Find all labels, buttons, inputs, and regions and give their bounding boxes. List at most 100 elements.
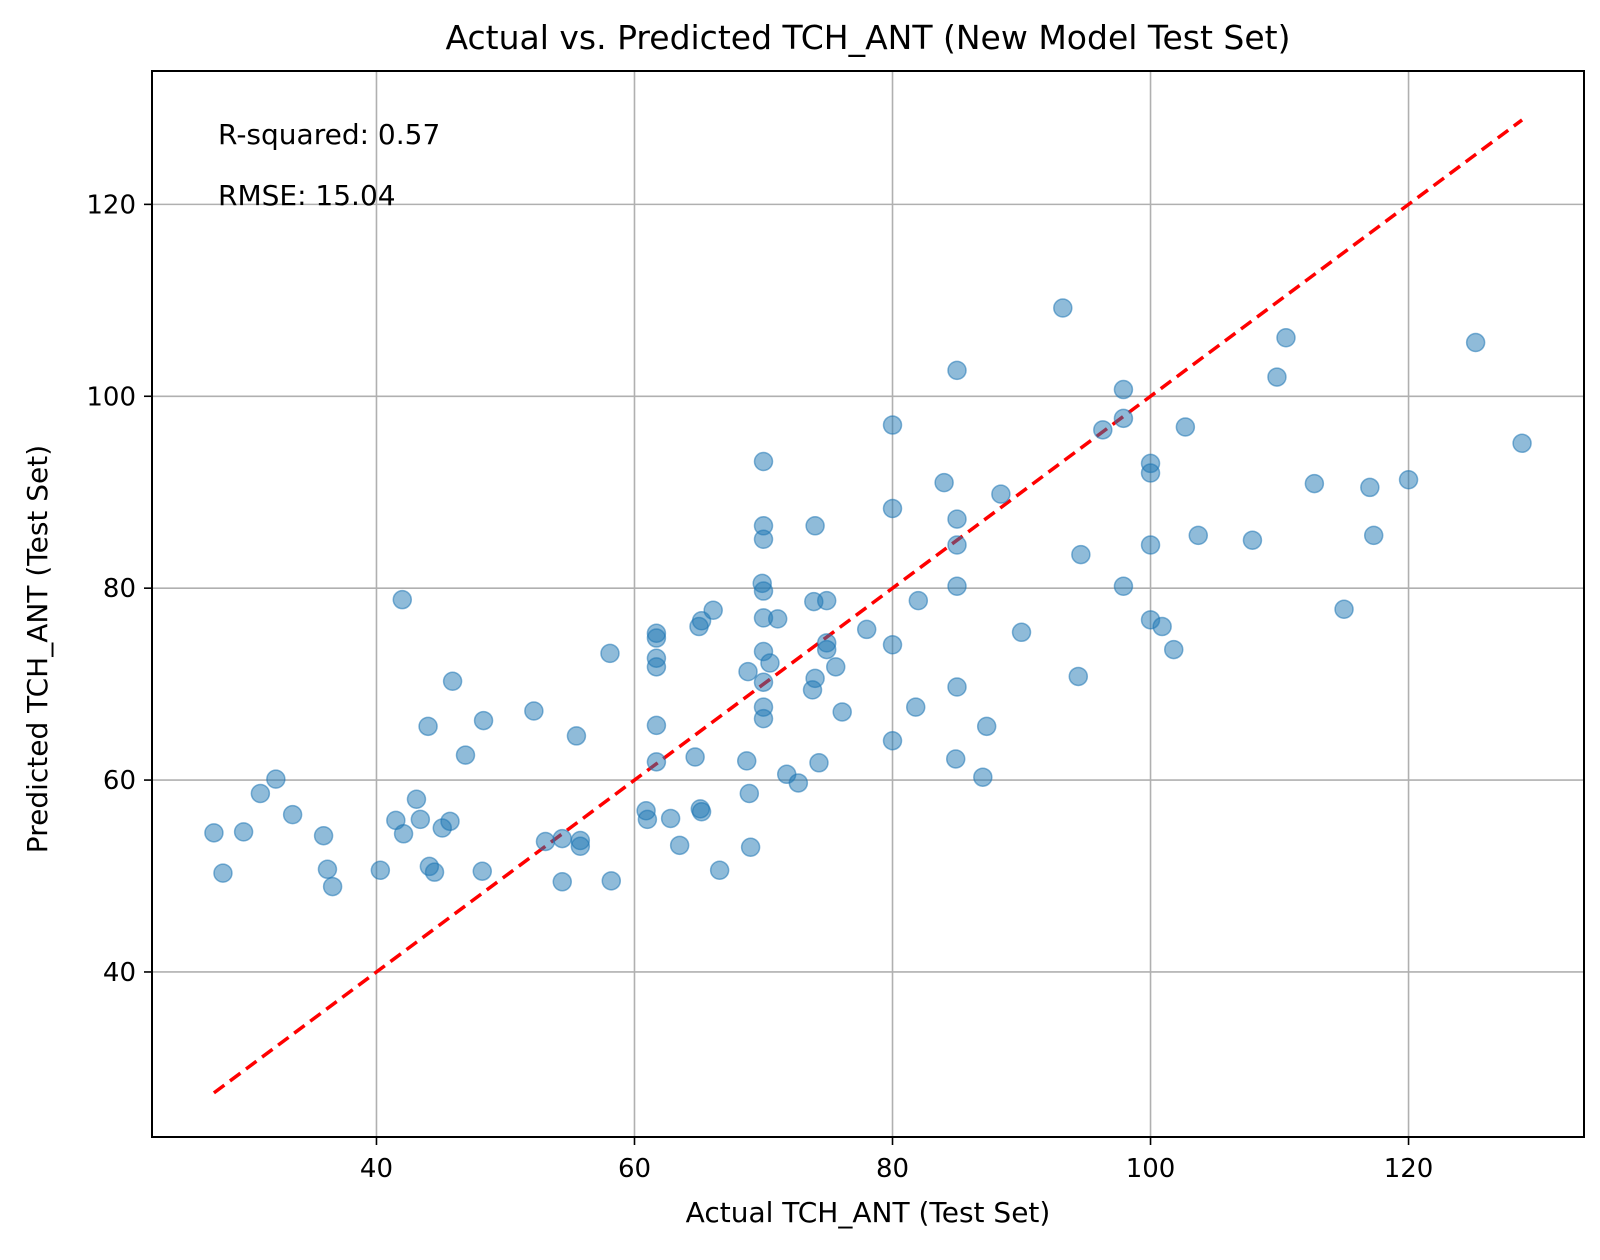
data-point bbox=[945, 749, 966, 769]
data-point bbox=[691, 801, 712, 822]
y-tick-label: 40 bbox=[103, 958, 136, 988]
data-point bbox=[738, 661, 758, 682]
data-point bbox=[1267, 367, 1287, 387]
chart-title: Actual vs. Predicted TCH_ANT (New Model … bbox=[446, 18, 1291, 57]
data-point bbox=[991, 484, 1011, 504]
data-point bbox=[204, 823, 224, 843]
data-point bbox=[472, 861, 493, 881]
data-point bbox=[1140, 535, 1161, 555]
data-point bbox=[282, 804, 303, 825]
x-tick-label: 60 bbox=[618, 1154, 651, 1184]
data-point bbox=[882, 730, 903, 751]
data-point bbox=[535, 831, 556, 852]
data-point bbox=[660, 808, 681, 829]
data-point bbox=[753, 708, 774, 729]
data-point bbox=[685, 747, 705, 767]
data-point bbox=[646, 657, 667, 677]
data-point bbox=[1053, 298, 1073, 318]
data-point bbox=[250, 783, 271, 804]
plot-area-frame bbox=[151, 70, 1585, 1138]
x-tick-label: 120 bbox=[1384, 1154, 1434, 1184]
reference-line-group bbox=[212, 118, 1524, 1095]
y-tick-label: 80 bbox=[103, 574, 136, 604]
data-point bbox=[473, 710, 494, 731]
data-point bbox=[1113, 408, 1134, 429]
data-point bbox=[1164, 639, 1184, 660]
data-point bbox=[1360, 477, 1380, 498]
data-point bbox=[816, 639, 837, 660]
data-point bbox=[882, 415, 903, 435]
data-point bbox=[856, 619, 877, 640]
data-point bbox=[552, 872, 572, 892]
y-tick-label: 60 bbox=[103, 766, 136, 796]
data-point bbox=[322, 876, 343, 897]
x-tick-label: 40 bbox=[360, 1154, 393, 1184]
data-point bbox=[947, 535, 967, 555]
data-point bbox=[709, 860, 730, 881]
data-point bbox=[908, 590, 929, 611]
data-points bbox=[204, 298, 1532, 897]
data-point bbox=[753, 451, 774, 472]
data-point bbox=[552, 828, 572, 849]
data-point bbox=[753, 672, 774, 692]
data-point bbox=[947, 509, 967, 529]
data-point bbox=[1175, 417, 1196, 437]
data-point bbox=[760, 653, 780, 673]
y-axis-label: Predicted TCH_ANT (Test Set) bbox=[21, 445, 54, 853]
data-point bbox=[1140, 463, 1161, 483]
data-point bbox=[1113, 576, 1134, 596]
data-point bbox=[233, 822, 254, 842]
data-point bbox=[410, 809, 431, 830]
data-point bbox=[524, 701, 544, 721]
data-point bbox=[882, 635, 903, 655]
data-point bbox=[1152, 616, 1172, 637]
data-point bbox=[370, 860, 391, 881]
data-point bbox=[973, 767, 993, 787]
data-point bbox=[669, 835, 690, 856]
data-point bbox=[740, 837, 761, 857]
data-point bbox=[393, 824, 414, 844]
data-point bbox=[1113, 379, 1134, 400]
data-point bbox=[805, 668, 825, 689]
data-point bbox=[1068, 666, 1089, 687]
data-point bbox=[646, 628, 667, 648]
data-point bbox=[736, 751, 757, 771]
data-point bbox=[637, 809, 658, 830]
data-point bbox=[1276, 327, 1296, 348]
data-point bbox=[213, 863, 233, 883]
data-point bbox=[646, 752, 667, 772]
data-point bbox=[600, 643, 620, 664]
data-point bbox=[418, 716, 438, 737]
data-point bbox=[440, 811, 460, 832]
data-point bbox=[805, 516, 825, 536]
data-point bbox=[788, 773, 809, 793]
data-point bbox=[947, 576, 967, 596]
data-point bbox=[1398, 469, 1419, 490]
data-point bbox=[424, 862, 445, 882]
data-point bbox=[442, 671, 463, 691]
data-point bbox=[317, 859, 338, 880]
data-point bbox=[934, 472, 954, 493]
x-tick-label: 80 bbox=[876, 1154, 909, 1184]
data-point bbox=[703, 600, 723, 620]
data-point bbox=[266, 769, 286, 789]
data-point bbox=[1188, 525, 1209, 546]
data-point bbox=[976, 716, 997, 737]
data-point bbox=[767, 609, 788, 629]
data-point bbox=[1465, 332, 1486, 353]
data-point bbox=[947, 677, 967, 697]
data-point bbox=[947, 360, 967, 381]
grid-lines bbox=[152, 71, 1584, 1137]
y-tick-label: 120 bbox=[86, 190, 136, 220]
data-point bbox=[313, 825, 334, 846]
data-point bbox=[1512, 433, 1532, 454]
data-point bbox=[753, 529, 774, 549]
data-point bbox=[825, 657, 846, 677]
data-point bbox=[809, 753, 829, 773]
data-point bbox=[905, 697, 926, 717]
x-axis-label: Actual TCH_ANT (Test Set) bbox=[686, 1196, 1051, 1229]
data-point bbox=[832, 702, 852, 722]
data-point bbox=[1363, 525, 1384, 546]
